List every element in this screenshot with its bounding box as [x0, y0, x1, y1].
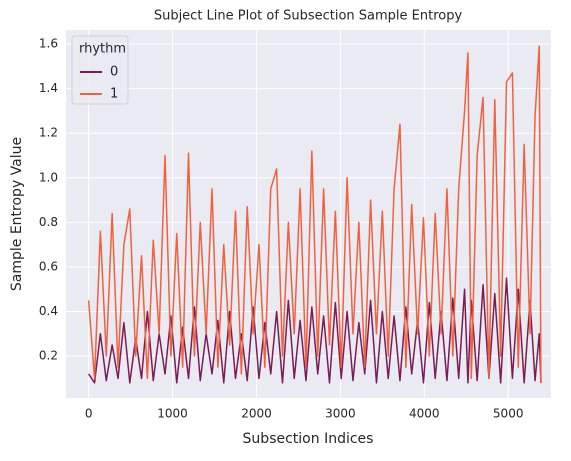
- y-tick-label: 0.6: [39, 259, 58, 273]
- series-line: [87, 45, 542, 383]
- y-tick-label: 1.2: [39, 126, 58, 140]
- y-tick-label: 1.4: [39, 81, 58, 95]
- y-tick-label: 1.0: [39, 170, 58, 184]
- y-tick-label: 0.8: [39, 215, 58, 229]
- legend-label: 0: [110, 65, 118, 80]
- legend-title: rhythm: [79, 42, 126, 57]
- x-tick-label: 1000: [157, 407, 188, 421]
- y-tick-label: 0.2: [39, 349, 58, 363]
- legend-label: 1: [110, 87, 118, 102]
- x-tick-label: 5000: [493, 407, 524, 421]
- x-tick-label: 2000: [241, 407, 272, 421]
- x-tick-label: 3000: [325, 407, 356, 421]
- x-tick-label: 4000: [409, 407, 440, 421]
- x-axis-label: Subsection Indices: [243, 431, 374, 447]
- y-tick-label: 1.6: [39, 37, 58, 51]
- x-tick-label: 0: [85, 407, 93, 421]
- chart-title: Subject Line Plot of Subsection Sample E…: [154, 9, 463, 24]
- y-tick-label: 0.4: [39, 304, 58, 318]
- legend-box: [71, 35, 129, 105]
- y-axis-label: Sample Entropy Value: [9, 137, 25, 291]
